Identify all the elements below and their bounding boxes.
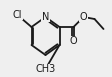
Text: Cl: Cl (13, 10, 22, 20)
Text: CH3: CH3 (35, 64, 55, 74)
Text: O: O (69, 36, 77, 46)
Text: O: O (79, 12, 87, 22)
Text: N: N (41, 12, 49, 22)
